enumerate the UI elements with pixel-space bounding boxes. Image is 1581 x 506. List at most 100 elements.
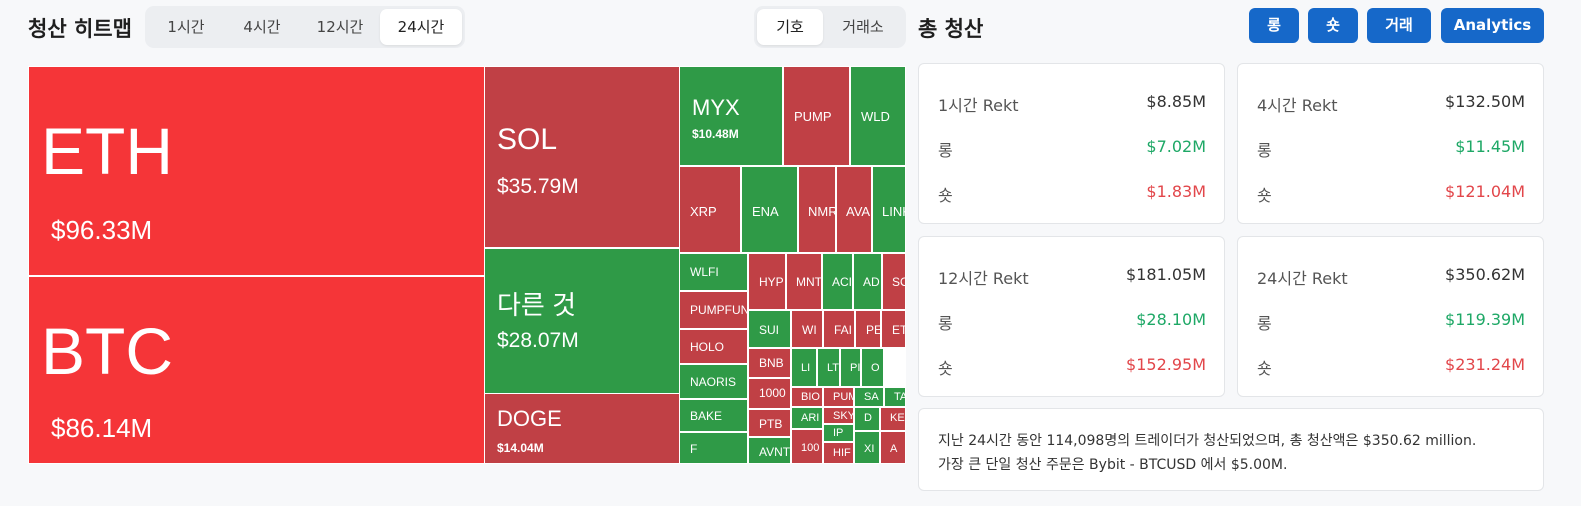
tile-holo[interactable]: HOLO (679, 329, 748, 364)
tile-pump[interactable]: PUMP (783, 66, 850, 166)
tile-symbol: F (690, 442, 698, 456)
tile-mnt[interactable]: MNT (786, 253, 822, 310)
analytics-button[interactable]: Analytics (1441, 8, 1544, 43)
tile-sa[interactable]: SA (854, 387, 884, 407)
tab-1h[interactable]: 1시간 (167, 18, 205, 36)
liquidation-heatmap: ETH $96.33M BTC $86.14M SOL $35.79M 다른 것 $28.07… (28, 66, 906, 464)
tile-symbol: AVNT (759, 445, 791, 459)
trade-button[interactable]: 거래 (1367, 8, 1431, 43)
tile-symbol: AD (863, 275, 880, 289)
tile-symbol: AVA (846, 204, 871, 219)
tab-exchange[interactable]: 거래소 (842, 18, 884, 36)
tile-amount: $14.04M (497, 441, 544, 455)
tile-symbol: LT (827, 362, 840, 374)
tile-symbol: SO (892, 275, 905, 289)
tile-symbol: LINK (882, 204, 905, 219)
tile-pe[interactable]: PE (855, 310, 881, 348)
tile-et[interactable]: ET (881, 310, 906, 348)
tile-d[interactable]: D (854, 407, 880, 431)
tile-hif[interactable]: HIF (823, 442, 854, 464)
tile-eth[interactable]: ETH $96.33M (28, 66, 485, 276)
tile-pi[interactable]: PI (840, 348, 861, 387)
tile-pumpfun[interactable]: PUMPFUN (679, 291, 748, 329)
tile-bnb[interactable]: BNB (748, 348, 791, 378)
stat-total: $181.05M (1126, 265, 1206, 284)
tile-f[interactable]: F (679, 432, 748, 464)
tile-ptb[interactable]: PTB (748, 409, 791, 437)
tile-wi[interactable]: WI (791, 310, 823, 348)
tile-symbol: WLD (861, 109, 890, 124)
tile-ip[interactable]: IP (823, 424, 854, 442)
page-title: 청산 히트맵 (28, 17, 132, 41)
tile-so[interactable]: SO (882, 253, 906, 310)
tile-ava[interactable]: AVA (836, 166, 872, 253)
tile-symbol: PE (866, 323, 881, 337)
short-value: $1.83M (1146, 182, 1206, 201)
tile-ke[interactable]: KE (880, 407, 906, 431)
tile-sky[interactable]: SKY (823, 407, 854, 424)
tile-sol[interactable]: SOL $35.79M (484, 66, 680, 248)
tile-1000[interactable]: 1000 (748, 378, 791, 409)
tile-symbol: LI (801, 362, 811, 374)
tile-sui[interactable]: SUI (748, 310, 791, 348)
liquidation-summary: 지난 24시간 동안 114,098명의 트레이더가 청산되었으며, 총 청산액… (918, 408, 1544, 491)
total-liquidation-title: 총 청산 (918, 17, 984, 41)
tile-wld[interactable]: WLD (850, 66, 906, 166)
tile-symbol: WI (802, 323, 817, 337)
tile-hyp[interactable]: HYP (748, 253, 786, 310)
tile-o[interactable]: O (861, 348, 884, 387)
tile-lt[interactable]: LT (817, 348, 840, 387)
tile-amount: $28.07M (497, 329, 579, 352)
tile-xrp[interactable]: XRP (679, 166, 741, 253)
stat-total: $132.50M (1445, 92, 1525, 111)
tile-li[interactable]: LI (791, 348, 817, 387)
tile-symbol: HYP (759, 275, 784, 289)
tab-12h[interactable]: 12시간 (316, 18, 364, 36)
tile-bio[interactable]: BIO (791, 387, 823, 407)
tile-ena[interactable]: ENA (741, 166, 798, 253)
stat-card-1h: 1시간 Rekt $8.85M 롱 $7.02M 숏 $1.83M (918, 63, 1225, 224)
tile-ta[interactable]: TA (884, 387, 906, 407)
tile-amount: $35.79M (497, 175, 579, 198)
tile-nmr[interactable]: NMR (798, 166, 836, 253)
tile-aci[interactable]: ACI (822, 253, 853, 310)
short-label: 숏 (1257, 359, 1272, 378)
tile-naoris[interactable]: NAORIS (679, 364, 748, 399)
tile-symbol: SOL (497, 123, 558, 156)
tile-link[interactable]: LINK (872, 166, 906, 253)
long-value: $7.02M (1146, 137, 1206, 156)
short-value: $121.04M (1445, 182, 1525, 201)
tile-symbol: SKY (833, 410, 854, 422)
time-range-tabs: 1시간 4시간 12시간 24시간 (145, 6, 465, 48)
long-button[interactable]: 롱 (1249, 8, 1299, 43)
tile-ad[interactable]: AD (853, 253, 882, 310)
tile-wlfi[interactable]: WLFI (679, 253, 748, 291)
tile-symbol: HOLO (690, 340, 725, 354)
tile-bake[interactable]: BAKE (679, 399, 748, 432)
tile-a[interactable]: A (880, 431, 906, 464)
tile-symbol: BNB (759, 356, 784, 370)
tile-doge[interactable]: DOGE $14.04M (484, 393, 680, 464)
tab-24h[interactable]: 24시간 (380, 9, 462, 45)
tile-symbol: BTC (41, 314, 173, 388)
long-label: 롱 (1257, 141, 1272, 160)
tile-symbol: O (871, 362, 880, 374)
tile-symbol: PUM (833, 391, 853, 403)
tile-xi[interactable]: XI (854, 431, 880, 464)
tile-100[interactable]: 100 (791, 429, 823, 464)
tile-ari[interactable]: ARI (791, 407, 823, 429)
short-label: 숏 (938, 186, 953, 205)
tile-symbol: BIO (801, 391, 820, 403)
tile-fai[interactable]: FAI (823, 310, 855, 348)
tile-다른-것[interactable]: 다른 것 $28.07M (484, 248, 680, 394)
tile-btc[interactable]: BTC $86.14M (28, 276, 485, 464)
tile-myx[interactable]: MYX $10.48M (679, 66, 783, 166)
tab-symbol[interactable]: 기호 (757, 9, 823, 45)
tile-avnt[interactable]: AVNT (748, 437, 791, 464)
long-label: 롱 (938, 141, 953, 160)
stat-total: $350.62M (1445, 265, 1525, 284)
tile-symbol: IP (833, 427, 844, 439)
tile-pum[interactable]: PUM (823, 387, 854, 407)
short-button[interactable]: 숏 (1308, 8, 1358, 43)
tab-4h[interactable]: 4시간 (243, 18, 281, 36)
